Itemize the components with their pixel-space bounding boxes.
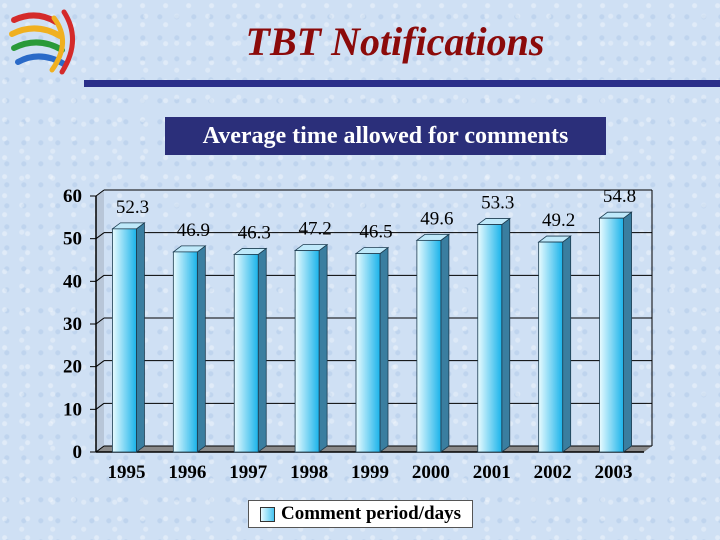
gridline-depth — [95, 232, 105, 240]
y-tick-label: 0 — [73, 442, 83, 463]
bar-chart: 0 10 20 30 40 50 60 52.3 1995 46.9 1996 46.3 1997 47.… — [63, 186, 653, 483]
data-label: 53.3 — [481, 193, 514, 214]
x-tick-label: 1995 — [107, 462, 145, 483]
bar-side — [379, 246, 389, 453]
data-label: 52.3 — [116, 197, 149, 218]
bar-side — [562, 235, 572, 453]
x-tick-label: 2003 — [595, 462, 633, 483]
data-label: 46.9 — [177, 220, 210, 241]
bar-side — [440, 233, 450, 453]
data-label: 54.8 — [603, 186, 636, 207]
x-tick-label: 2002 — [534, 462, 572, 483]
gridline-depth — [95, 360, 105, 368]
y-tick-label: 50 — [63, 229, 82, 250]
x-tick-label: 2001 — [473, 462, 511, 483]
bar-side — [501, 217, 511, 453]
bar-side — [318, 243, 328, 453]
legend-label: Comment period/days — [281, 503, 461, 524]
bar — [112, 228, 137, 453]
chart-legend: Comment period/days — [248, 500, 473, 528]
bar-side — [136, 222, 145, 453]
x-tick-label: 1999 — [351, 462, 389, 483]
x-tick-label: 1996 — [168, 462, 206, 483]
gridline-depth — [95, 189, 105, 197]
bar — [233, 254, 259, 453]
bar — [416, 239, 442, 453]
gridline-depth — [95, 274, 105, 282]
page-title: TBT Notifications — [245, 19, 545, 64]
x-tick-label: 1997 — [229, 462, 268, 483]
gridline-depth — [95, 317, 105, 325]
y-tick-label: 20 — [63, 357, 82, 378]
x-tick-label: 1998 — [290, 462, 328, 483]
data-label: 49.6 — [420, 208, 453, 229]
bar-side — [196, 245, 206, 453]
x-tick-label: 2000 — [412, 462, 450, 483]
bar — [599, 217, 624, 453]
bar — [294, 250, 320, 453]
data-label: 46.5 — [359, 222, 392, 243]
bar — [477, 224, 503, 453]
legend-swatch — [260, 506, 275, 522]
wto-logo-icon — [9, 9, 75, 75]
gridline-depth — [95, 402, 105, 410]
bar-side — [257, 247, 267, 453]
data-label: 46.3 — [238, 222, 271, 243]
y-tick-label: 30 — [63, 314, 82, 335]
y-tick-label: 10 — [63, 399, 82, 420]
gridline-depth — [95, 445, 105, 453]
chart-subtitle: Average time allowed for comments — [165, 117, 606, 155]
y-tick-label: 60 — [63, 186, 82, 207]
data-label: 47.2 — [298, 219, 331, 240]
y-tick-label: 40 — [63, 271, 82, 292]
bar — [538, 241, 564, 453]
data-label: 49.2 — [542, 210, 575, 231]
title-divider — [84, 80, 720, 87]
bar — [355, 253, 381, 453]
bar-side — [623, 211, 632, 453]
bar — [172, 251, 198, 453]
